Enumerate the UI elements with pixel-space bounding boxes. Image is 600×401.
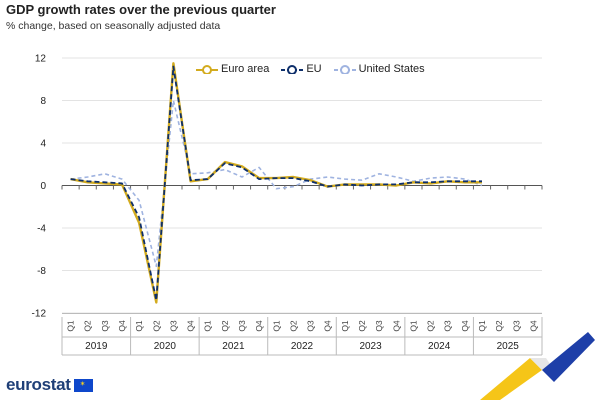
eu-flag-icon: ✶	[73, 378, 93, 392]
quarter-tick-label: Q3	[374, 320, 384, 332]
quarter-tick-label: Q4	[254, 320, 264, 332]
quarter-tick-label: Q1	[477, 320, 487, 332]
year-label: 2020	[154, 341, 177, 352]
year-label: 2019	[85, 341, 108, 352]
quarter-tick-label: Q1	[408, 320, 418, 332]
data-point[interactable]	[102, 180, 107, 185]
data-point[interactable]	[325, 175, 330, 180]
data-point[interactable]	[394, 182, 399, 187]
data-point[interactable]	[240, 175, 245, 180]
data-point[interactable]	[377, 171, 382, 176]
quarter-tick-label: Q4	[323, 320, 333, 332]
data-point[interactable]	[274, 176, 279, 181]
data-point[interactable]	[342, 177, 347, 182]
legend-item-united-states[interactable]: United States	[333, 63, 425, 75]
year-label: 2021	[222, 341, 245, 352]
data-point[interactable]	[222, 167, 227, 172]
chart-legend: Euro area EU United States	[196, 63, 425, 75]
data-point[interactable]	[137, 215, 142, 220]
data-point[interactable]	[137, 198, 142, 203]
quarter-tick-label: Q2	[83, 320, 93, 332]
year-label: 2024	[428, 341, 451, 352]
quarter-tick-label: Q2	[494, 320, 504, 332]
data-point[interactable]	[480, 179, 485, 184]
quarter-tick-label: Q1	[271, 320, 281, 332]
data-point[interactable]	[462, 179, 467, 184]
data-point[interactable]	[188, 178, 193, 183]
data-point[interactable]	[377, 182, 382, 187]
legend-swatch-united-states	[333, 65, 356, 74]
year-label: 2025	[497, 341, 520, 352]
data-point[interactable]	[68, 177, 73, 182]
quarter-tick-label: Q1	[134, 320, 144, 332]
data-point[interactable]	[342, 182, 347, 187]
y-tick-label: 12	[35, 54, 47, 65]
y-tick-label: 0	[40, 181, 46, 192]
quarter-tick-label: Q4	[117, 320, 127, 332]
y-tick-label: -8	[37, 266, 46, 277]
legend-swatch-euro-area	[196, 65, 218, 74]
quarter-tick-label: Q3	[237, 320, 247, 332]
quarter-tick-label: Q2	[220, 320, 230, 332]
quarter-tick-label: Q3	[100, 320, 110, 332]
data-point[interactable]	[411, 180, 416, 185]
quarter-tick-label: Q2	[288, 320, 298, 332]
quarter-tick-label: Q3	[168, 320, 178, 332]
legend-label-united-states: United States	[358, 63, 425, 75]
data-point[interactable]	[154, 298, 159, 303]
data-point[interactable]	[120, 181, 125, 186]
series-line-euro-area	[70, 62, 482, 304]
quarter-tick-label: Q1	[66, 320, 76, 332]
quarter-tick-label: Q3	[511, 320, 521, 332]
data-point[interactable]	[291, 176, 296, 181]
data-point[interactable]	[325, 184, 330, 189]
legend-label-euro-area: Euro area	[221, 63, 270, 75]
legend-swatch-eu	[281, 65, 304, 74]
data-point[interactable]	[240, 165, 245, 170]
eurostat-logo: eurostat ✶	[6, 375, 93, 395]
quarter-tick-label: Q2	[357, 320, 367, 332]
legend-item-euro-area[interactable]: Euro area	[196, 63, 269, 75]
data-point[interactable]	[205, 177, 210, 182]
y-tick-label: 8	[40, 96, 46, 107]
data-point[interactable]	[394, 175, 399, 180]
quarter-tick-label: Q4	[528, 320, 538, 332]
data-point[interactable]	[428, 180, 433, 185]
quarter-tick-label: Q1	[203, 320, 213, 332]
data-point[interactable]	[257, 165, 262, 170]
quarter-tick-label: Q4	[186, 320, 196, 332]
legend-item-eu[interactable]: EU	[281, 63, 322, 75]
year-label: 2023	[359, 341, 382, 352]
decorative-ribbon-icon	[480, 332, 595, 400]
data-point[interactable]	[85, 179, 90, 184]
data-point[interactable]	[308, 179, 313, 184]
quarter-tick-label: Q4	[460, 320, 470, 332]
quarter-tick-label: Q3	[306, 320, 316, 332]
data-point[interactable]	[445, 179, 450, 184]
chart-subtitle: % change, based on seasonally adjusted d…	[6, 20, 221, 32]
quarter-tick-label: Q1	[340, 320, 350, 332]
legend-label-eu: EU	[306, 63, 322, 75]
y-tick-label: -12	[32, 309, 47, 320]
y-tick-label: -4	[37, 224, 46, 235]
data-point[interactable]	[291, 184, 296, 189]
series-line-eu	[70, 65, 482, 302]
quarter-tick-label: Q2	[426, 320, 436, 332]
quarter-tick-label: Q2	[151, 320, 161, 332]
data-point[interactable]	[102, 171, 107, 176]
data-point[interactable]	[205, 170, 210, 175]
quarter-tick-label: Q4	[391, 320, 401, 332]
y-tick-label: 4	[40, 139, 46, 150]
logo-text: eurostat	[6, 375, 71, 394]
chart-title: GDP growth rates over the previous quart…	[6, 2, 276, 17]
data-point[interactable]	[257, 177, 262, 182]
quarter-tick-label: Q3	[443, 320, 453, 332]
data-point[interactable]	[360, 183, 365, 188]
data-point[interactable]	[222, 161, 227, 166]
data-point[interactable]	[274, 186, 279, 191]
year-label: 2022	[291, 341, 314, 352]
data-point[interactable]	[171, 64, 176, 69]
